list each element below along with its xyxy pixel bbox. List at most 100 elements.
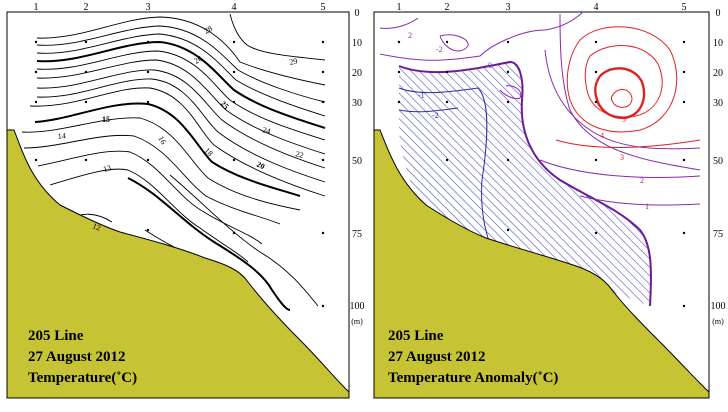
station-tick-5: 5 bbox=[682, 2, 687, 13]
anomaly-sample-points bbox=[397, 40, 686, 308]
temperature-isotherm bbox=[29, 87, 326, 197]
sample-point bbox=[34, 158, 38, 162]
depth-tick-10: 10 bbox=[713, 38, 723, 49]
anomaly-contour-labels: 2 -2 0 -1 -2 5 4 3 2 1 bbox=[408, 31, 649, 211]
sample-point bbox=[397, 40, 401, 44]
station-tick-4: 4 bbox=[232, 2, 237, 13]
sample-point bbox=[445, 70, 449, 74]
depth-tick-75: 75 bbox=[713, 229, 723, 240]
temperature-contour-labels: 28 29 26 25 24 22 15 14 16 18 20 13 12 bbox=[57, 24, 304, 233]
depth-tick-20: 20 bbox=[352, 68, 362, 79]
sample-point bbox=[232, 231, 236, 235]
sample-point bbox=[506, 70, 510, 74]
sample-point bbox=[594, 70, 598, 74]
contour-label: 26 bbox=[193, 54, 204, 66]
sample-point bbox=[84, 40, 88, 44]
sample-point bbox=[84, 100, 88, 104]
sample-point bbox=[146, 158, 150, 162]
anomaly-isoline-neutral bbox=[539, 159, 701, 178]
annotation-line-transect: 205 Line bbox=[388, 328, 444, 344]
sample-point bbox=[594, 231, 598, 235]
sample-point bbox=[146, 228, 150, 232]
temperature-isotherm bbox=[36, 50, 326, 141]
sample-point bbox=[232, 70, 236, 74]
anomaly-isoline-warm bbox=[555, 139, 701, 148]
sample-point bbox=[34, 70, 38, 74]
sample-point bbox=[321, 70, 325, 74]
temperature-isotherm bbox=[36, 16, 326, 86]
anomaly-isoline-neutral bbox=[379, 17, 419, 29]
station-tick-4: 4 bbox=[594, 2, 599, 13]
sample-point bbox=[84, 70, 88, 74]
contour-label: 3 bbox=[620, 153, 624, 162]
anomaly-isoline-warm bbox=[566, 26, 678, 133]
sample-point bbox=[232, 158, 236, 162]
anomaly-isoline-cold bbox=[398, 107, 459, 113]
anomaly-depth-ticks: 0 10 20 30 50 75 100 (m) bbox=[711, 8, 726, 326]
station-tick-3: 3 bbox=[146, 2, 151, 13]
station-tick-1: 1 bbox=[397, 2, 402, 13]
depth-tick-100: 100 bbox=[350, 301, 365, 312]
temperature-contours bbox=[21, 13, 326, 311]
anomaly-isoline-warm-bold bbox=[594, 67, 646, 120]
contour-label: 13 bbox=[102, 163, 112, 174]
sample-point bbox=[506, 158, 510, 162]
anomaly-isoline-zero bbox=[398, 60, 652, 307]
sample-point bbox=[445, 100, 449, 104]
sample-point bbox=[506, 100, 510, 104]
sample-point bbox=[445, 158, 449, 162]
sample-point bbox=[594, 40, 598, 44]
temperature-isotherm bbox=[21, 117, 301, 211]
contour-label: 16 bbox=[156, 135, 168, 146]
temperature-anomaly-panel: 1 2 3 4 5 0 10 20 30 50 75 100 (m) bbox=[373, 2, 726, 399]
sample-point bbox=[506, 228, 510, 232]
sample-point bbox=[84, 158, 88, 162]
temperature-isotherm bbox=[36, 25, 326, 103]
depth-tick-20: 20 bbox=[713, 68, 723, 79]
anomaly-isoline-neutral bbox=[579, 195, 701, 206]
temperature-depth-ticks: 0 10 20 30 50 75 100 (m) bbox=[350, 8, 365, 326]
temperature-isotherm bbox=[169, 174, 319, 307]
contour-label: 12 bbox=[91, 221, 102, 232]
sample-point bbox=[34, 40, 38, 44]
contour-label: 5 bbox=[622, 115, 626, 124]
anomaly-isoline-neutral bbox=[499, 85, 522, 99]
temperature-isotherm bbox=[229, 13, 326, 61]
depth-tick-75: 75 bbox=[352, 229, 362, 240]
contour-label: 22 bbox=[294, 149, 304, 160]
anomaly-station-ticks: 1 2 3 4 5 bbox=[397, 2, 687, 13]
sample-point bbox=[682, 100, 686, 104]
temperature-isotherm bbox=[37, 150, 263, 245]
contour-label: 1 bbox=[645, 202, 649, 211]
depth-tick-0: 0 bbox=[355, 8, 360, 19]
contour-label: 15 bbox=[102, 115, 110, 124]
contour-label: 24 bbox=[261, 125, 271, 136]
sample-point bbox=[321, 231, 325, 235]
contour-label: 4 bbox=[600, 131, 604, 140]
temperature-isotherm bbox=[36, 69, 326, 169]
depth-unit: (m) bbox=[712, 317, 724, 326]
temperature-seabed bbox=[6, 129, 350, 399]
sample-point bbox=[321, 40, 325, 44]
anomaly-isoline-warm bbox=[610, 89, 633, 108]
annotation-line-transect: 205 Line bbox=[28, 328, 84, 344]
sample-point bbox=[682, 70, 686, 74]
temperature-isotherm bbox=[36, 33, 326, 117]
annotation-line-date: 27 August 2012 bbox=[28, 349, 126, 365]
temperature-isotherm bbox=[23, 134, 281, 225]
sample-point bbox=[445, 40, 449, 44]
anomaly-seabed bbox=[373, 129, 710, 399]
contour-label: 0 bbox=[488, 61, 492, 70]
anomaly-isoline-warm bbox=[584, 45, 663, 118]
depth-tick-30: 30 bbox=[352, 98, 362, 109]
anomaly-isoline-neutral bbox=[379, 12, 583, 61]
annotation-line-title: Temperature Anomaly(˚C) bbox=[388, 370, 558, 386]
temperature-isotherm bbox=[49, 168, 249, 263]
contour-label: 2 bbox=[640, 176, 644, 185]
temperature-isotherm bbox=[36, 78, 326, 183]
contour-label: 28 bbox=[203, 24, 214, 36]
contour-label: 2 bbox=[408, 31, 412, 40]
temperature-isotherm-bold bbox=[127, 177, 291, 311]
temperature-annotation: 205 Line 27 August 2012 Temperature(˚C) bbox=[28, 328, 137, 386]
anomaly-isoline-neutral bbox=[559, 13, 701, 171]
